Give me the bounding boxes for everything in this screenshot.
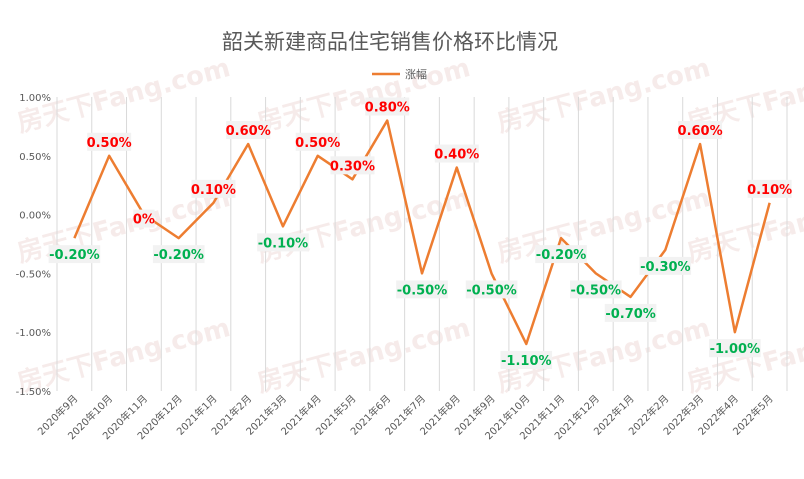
data-label: 0% <box>133 213 155 228</box>
data-label-box <box>678 121 723 140</box>
data-label-box <box>465 280 518 299</box>
data-label: -0.50% <box>466 283 517 298</box>
data-label: -0.10% <box>258 236 309 251</box>
watermark-text: 房天下Fang.com <box>14 313 233 399</box>
y-tick-label: -1.50% <box>16 387 51 398</box>
data-label-box <box>87 132 132 151</box>
legend: 涨幅 <box>372 68 427 81</box>
data-label: -0.70% <box>605 307 656 322</box>
data-label: 0.30% <box>330 159 375 174</box>
data-label: -0.20% <box>49 248 100 263</box>
data-label-box <box>191 179 236 198</box>
data-label: 0.50% <box>295 136 340 151</box>
data-label: -1.00% <box>710 342 761 357</box>
data-label: -0.50% <box>571 283 622 298</box>
data-label-box <box>152 245 205 264</box>
chart-title: 韶关新建商品住宅销售价格环比情况 <box>222 30 558 54</box>
data-label-box <box>535 245 587 264</box>
data-label-box <box>396 280 448 299</box>
data-label: 0.60% <box>678 124 723 139</box>
data-label: -0.20% <box>536 248 587 263</box>
data-label: 0.40% <box>434 148 479 163</box>
data-label-box <box>295 132 340 151</box>
y-tick-label: 0.00% <box>19 211 51 222</box>
watermark-text: 房天下Fang.com <box>254 53 473 139</box>
watermark-text: 房天下Fang.com <box>254 183 473 269</box>
data-label-box <box>226 121 271 140</box>
y-tick-label: -1.00% <box>16 328 51 339</box>
watermark-text: 房天下Fang.com <box>254 313 473 399</box>
data-label-box <box>434 144 479 163</box>
data-label: -1.10% <box>501 354 552 369</box>
grid-layer <box>56 97 788 391</box>
data-label: -0.20% <box>153 248 204 263</box>
y-tick-label: -0.50% <box>16 269 51 280</box>
data-label-box <box>709 339 761 358</box>
data-label-box <box>639 256 692 275</box>
data-label-box <box>570 280 622 299</box>
data-label-box <box>257 233 309 252</box>
data-label-box <box>747 179 792 198</box>
data-label-box <box>133 209 155 228</box>
series-line-zhangfu <box>73 119 771 346</box>
data-label-box <box>604 303 657 322</box>
data-label: 0.50% <box>87 136 132 151</box>
data-label-box <box>500 350 553 369</box>
data-label: -0.30% <box>640 260 691 275</box>
data-label-box <box>48 245 101 264</box>
series-layer <box>73 119 771 346</box>
data-label: -0.50% <box>397 283 448 298</box>
y-tick-label: 1.00% <box>19 93 51 104</box>
data-label: 0.10% <box>747 183 792 198</box>
data-label: 0.10% <box>191 183 236 198</box>
data-label: 0.60% <box>226 124 271 139</box>
data-label: 0.80% <box>365 101 410 116</box>
legend-label: 涨幅 <box>405 68 427 81</box>
data-label-layer: -0.20% 0.50% 0% -0.20% 0.10% 0.60% -0.10% 0.50%… <box>48 97 792 369</box>
data-label-box <box>365 97 410 116</box>
data-label-box <box>330 156 375 175</box>
y-tick-label: 0.50% <box>19 152 51 163</box>
watermark-text: 房天下Fang.com <box>494 183 713 269</box>
